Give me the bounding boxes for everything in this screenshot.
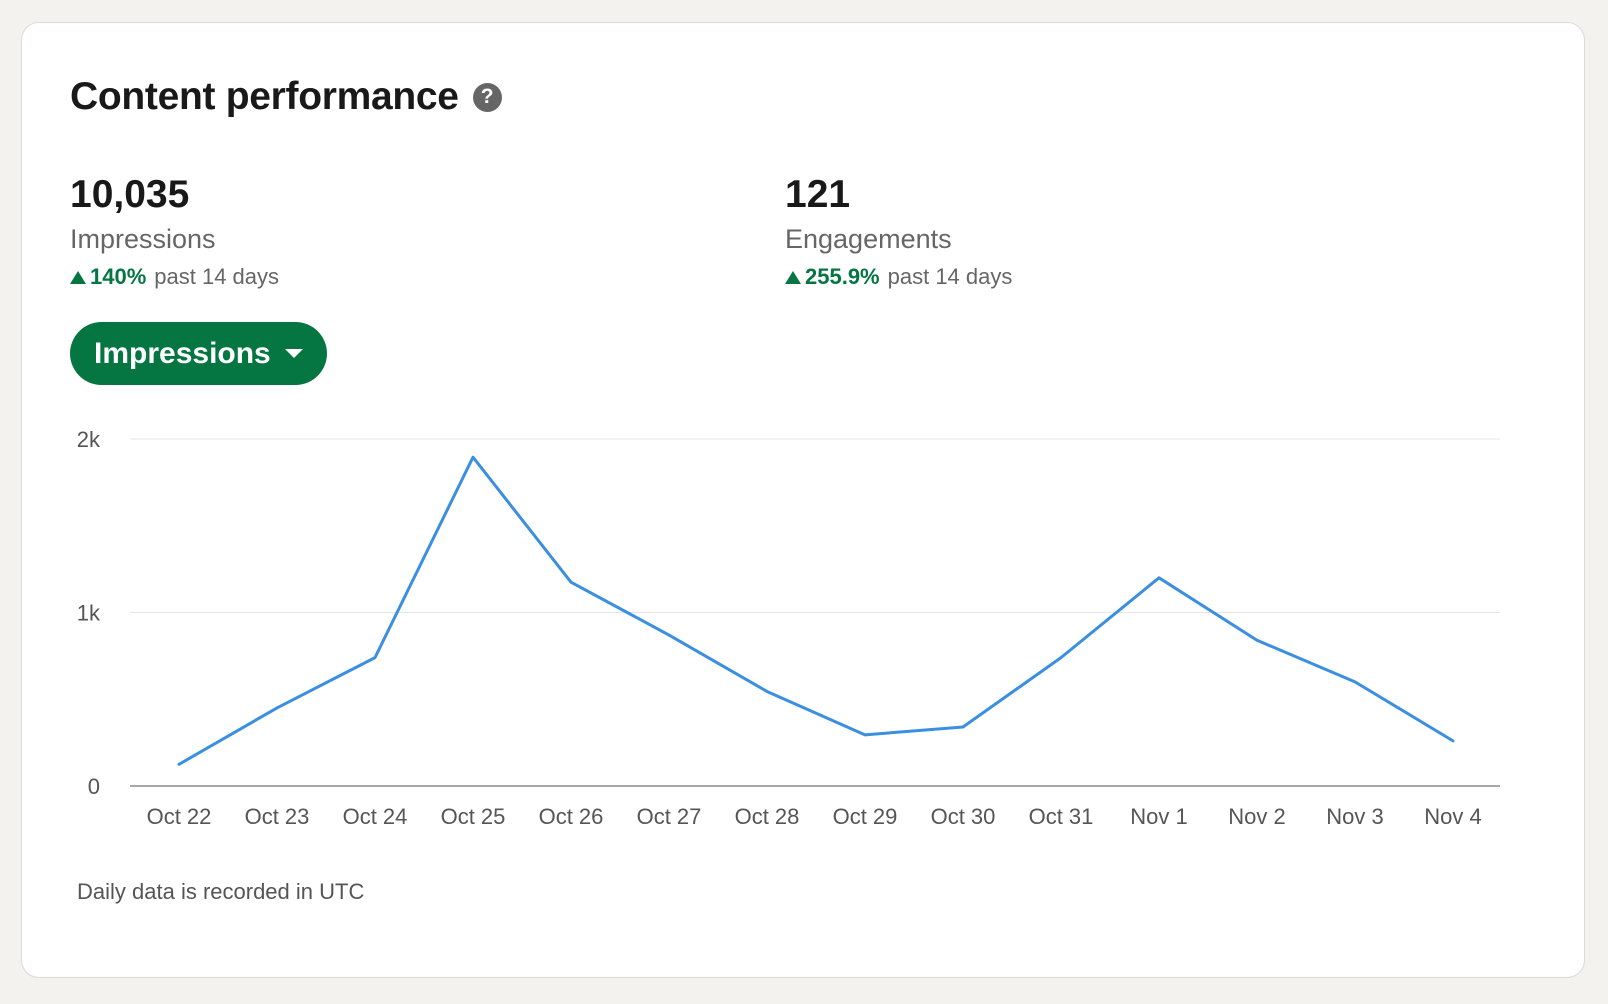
change-period: past 14 days	[154, 264, 280, 289]
x-tick-label: Nov 1	[1130, 804, 1187, 829]
metric-change: 255.9% past 14 days	[785, 263, 1012, 291]
x-tick-label: Oct 29	[833, 804, 898, 829]
metric-change: 140% past 14 days	[70, 263, 279, 291]
data-point[interactable]	[467, 451, 479, 463]
x-tick-label: Oct 30	[931, 804, 996, 829]
metric-dropdown-button[interactable]: Impressions	[70, 322, 327, 385]
change-percent: 255.9%	[805, 264, 880, 289]
dropdown-label: Impressions	[94, 336, 271, 370]
y-tick-label: 1k	[77, 601, 101, 626]
x-tick-label: Nov 3	[1326, 804, 1383, 829]
data-point[interactable]	[1055, 652, 1067, 664]
impressions-metric: 10,035 Impressions 140% past 14 days	[70, 173, 279, 291]
x-tick-label: Oct 28	[735, 804, 800, 829]
y-tick-label: 0	[88, 774, 100, 799]
data-point[interactable]	[663, 629, 675, 641]
metric-value: 10,035	[70, 173, 190, 216]
x-tick-label: Oct 23	[245, 804, 310, 829]
x-tick-label: Oct 22	[147, 804, 212, 829]
y-tick-label: 2k	[77, 427, 101, 452]
data-point[interactable]	[271, 702, 283, 714]
data-point[interactable]	[565, 576, 577, 588]
content-performance-card: Content performance ? 10,035 Impressions…	[21, 22, 1585, 978]
data-point[interactable]	[369, 652, 381, 664]
question-circle-icon[interactable]: ?	[472, 82, 502, 112]
metric-value: 121	[785, 173, 851, 216]
data-point[interactable]	[1251, 634, 1263, 646]
data-point[interactable]	[173, 758, 185, 770]
data-point[interactable]	[1447, 735, 1459, 747]
trend-up-icon	[70, 270, 86, 284]
caret-down-icon	[284, 349, 303, 358]
x-tick-label: Nov 2	[1228, 804, 1285, 829]
engagements-metric: 121 Engagements 255.9% past 14 days	[785, 173, 1012, 291]
title-row: Content performance ?	[70, 75, 502, 119]
change-percent: 140%	[90, 264, 147, 289]
series-line	[177, 455, 1455, 766]
x-tick-label: Oct 31	[1029, 804, 1094, 829]
data-point[interactable]	[957, 721, 969, 733]
change-period: past 14 days	[887, 264, 1013, 289]
card-title: Content performance	[70, 75, 459, 118]
x-tick-label: Oct 26	[539, 804, 604, 829]
x-tick-label: Oct 25	[441, 804, 506, 829]
data-point[interactable]	[859, 729, 871, 741]
data-point[interactable]	[1349, 676, 1361, 688]
x-tick-label: Nov 4	[1424, 804, 1481, 829]
x-tick-label: Oct 27	[637, 804, 702, 829]
impressions-line-chart: 0 1k 2k Oct 22 Oct 23 Oct 24 Oct 25 Oct 26 Oct 2…	[77, 427, 1500, 829]
data-point[interactable]	[761, 685, 773, 697]
metric-label: Impressions	[70, 224, 216, 254]
data-point[interactable]	[1153, 572, 1165, 584]
footnote: Daily data is recorded in UTC	[77, 879, 365, 904]
x-tick-label: Oct 24	[343, 804, 408, 829]
metric-label: Engagements	[785, 224, 952, 254]
trend-up-icon	[785, 270, 801, 284]
